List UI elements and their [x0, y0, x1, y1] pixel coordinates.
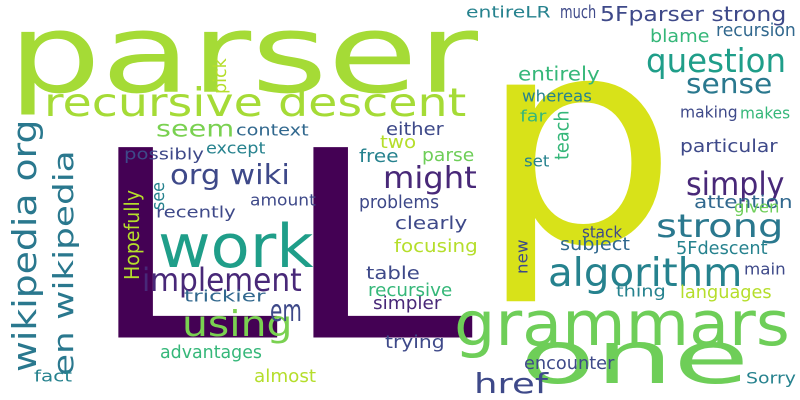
- word-recently: recently: [156, 203, 236, 222]
- word-attention: attention: [694, 191, 793, 212]
- word-recursive: recursive: [368, 279, 453, 300]
- word-two: two: [380, 131, 417, 152]
- word-problems: problems: [359, 191, 440, 212]
- word-might: might: [383, 159, 477, 195]
- word-much: much: [560, 1, 597, 22]
- word-set: set: [524, 152, 550, 171]
- word-trickier: trickier: [184, 287, 266, 306]
- word-question: question: [646, 41, 787, 80]
- word-implement: implement: [142, 261, 302, 299]
- word-thing: thing: [616, 282, 666, 301]
- word-grammars: grammars: [454, 288, 790, 360]
- word-making: making: [680, 103, 738, 122]
- word-stack: stack: [582, 223, 623, 242]
- word-simpler: simpler: [373, 292, 442, 313]
- word-particular: particular: [680, 135, 778, 156]
- word-possibly: possibly: [124, 145, 204, 164]
- word-strong: strong: [656, 207, 784, 245]
- word-amount: amount: [250, 191, 316, 210]
- word-5fparser-strong: 5Fparser strong: [600, 2, 787, 26]
- word-new: new: [513, 239, 532, 274]
- word-trying: trying: [385, 331, 445, 352]
- word-almost: almost: [254, 365, 317, 386]
- word-context: context: [236, 121, 309, 140]
- word-ll: LL: [84, 95, 475, 400]
- word-wikipedia-org: wikipedia org: [5, 119, 44, 372]
- word-org-wiki: org wiki: [170, 158, 290, 191]
- word-subject: subject: [560, 233, 630, 254]
- word-href: href: [474, 367, 548, 400]
- word-recursive-descent: recursive descent: [44, 79, 467, 126]
- word-given: given: [734, 198, 780, 217]
- word-em: em: [270, 292, 302, 328]
- word-clearly: clearly: [395, 212, 468, 233]
- word-fact: fact: [34, 367, 73, 386]
- word-p: p: [478, 0, 679, 310]
- word-5fdescent: 5Fdescent: [676, 237, 768, 258]
- word-parser: parser: [8, 0, 479, 119]
- word-work: work: [158, 210, 314, 281]
- word-en-wikipedia: en wikipedia: [47, 150, 80, 376]
- word-focusing: focusing: [394, 235, 478, 256]
- word-entirely: entirely: [518, 63, 600, 86]
- word-free: free: [359, 145, 399, 166]
- word-one: one: [520, 314, 750, 400]
- word-using: using: [182, 303, 293, 345]
- word-languages: languages: [680, 281, 772, 302]
- word-sorry: Sorry: [746, 369, 796, 388]
- word-far: far: [520, 107, 547, 126]
- word-parse: parse: [422, 144, 475, 165]
- word-whereas: whereas: [522, 87, 592, 106]
- word-see: see: [147, 182, 168, 210]
- word-pick: pick: [209, 58, 230, 94]
- word-hopefully: Hopefully: [120, 189, 144, 280]
- word-teach: teach: [551, 110, 574, 160]
- word-advantages: advantages: [160, 341, 262, 362]
- word-entirelr: entireLR: [466, 3, 551, 22]
- word-sense: sense: [686, 67, 773, 100]
- word-except: except: [206, 139, 266, 158]
- word-either: either: [386, 118, 444, 139]
- word-table: table: [366, 262, 420, 283]
- word-seem: seem: [156, 116, 235, 143]
- word-algorithm: algorithm: [548, 249, 743, 296]
- word-main: main: [744, 260, 786, 279]
- word-makes: makes: [740, 104, 791, 123]
- word-recursion: recursion: [716, 19, 796, 40]
- word-blame: blame: [650, 25, 710, 46]
- word-simply: simply: [686, 165, 785, 203]
- word-encounter: encounter: [524, 352, 615, 373]
